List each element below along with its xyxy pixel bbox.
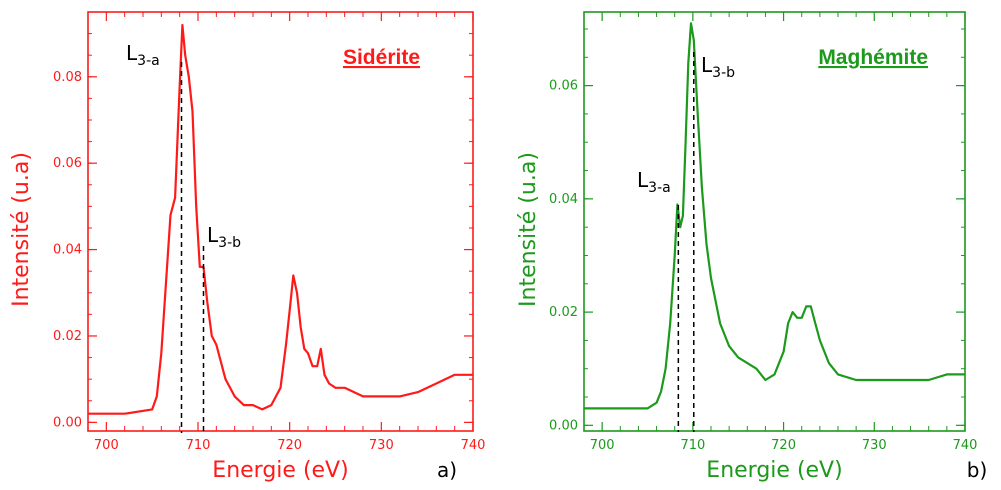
x-tick-label: 710 (680, 438, 705, 453)
x-tick-label: 700 (590, 438, 615, 453)
chart-title: Maghémite (818, 46, 928, 69)
panel-letter: a) (437, 458, 457, 482)
y-tick-label: 0.02 (549, 305, 578, 320)
peak-label: L3-b (207, 223, 241, 251)
series-line (584, 22, 965, 410)
y-tick-label: 0.06 (53, 156, 82, 171)
y-tick-label: 0.02 (53, 329, 82, 344)
peak-label: L3-a (637, 168, 671, 196)
peak-label: L3-b (701, 53, 735, 81)
x-tick-label: 710 (186, 438, 211, 453)
x-tick-label: 730 (862, 438, 887, 453)
y-tick-label: 0.06 (549, 79, 578, 94)
x-tick-label: 740 (953, 438, 978, 453)
y-axis-label: Intensité (u.a) (9, 152, 34, 307)
x-tick-label: 700 (94, 438, 119, 453)
y-tick-label: 0.08 (53, 70, 82, 85)
chart-panel-1: 700 710 720 730 740 0.00 0.02 0.04 0.06 0.08 L3-a L… (9, 11, 486, 483)
plot-frame (87, 11, 474, 432)
plot-frame (583, 11, 966, 432)
chart-title: Sidérite (343, 46, 420, 69)
x-axis-label: Energie (eV) (706, 458, 842, 483)
x-tick-label: 730 (369, 438, 394, 453)
peak-label: L3-a (126, 41, 160, 69)
x-axis-label: Energie (eV) (212, 458, 348, 483)
x-tick-label: 720 (277, 438, 302, 453)
x-tick-label: 720 (771, 438, 796, 453)
y-tick-label: 0.04 (53, 243, 82, 258)
y-tick-label: 0.00 (549, 418, 578, 433)
panel-letter: b) (967, 458, 988, 482)
x-tick-label: 740 (461, 438, 486, 453)
series-line (88, 23, 473, 415)
chart-panel-2: 700 710 720 730 740 0.00 0.02 0.04 0.06 L3-a L3-b M… (516, 11, 988, 483)
y-tick-label: 0.04 (549, 192, 578, 207)
y-axis-label: Intensité (u.a) (516, 152, 541, 307)
y-tick-label: 0.00 (53, 415, 82, 430)
